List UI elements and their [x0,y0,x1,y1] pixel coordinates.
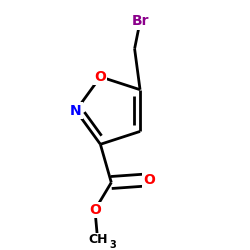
Text: O: O [89,203,101,217]
Text: N: N [70,104,82,118]
Text: Br: Br [131,14,149,28]
Text: 3: 3 [109,240,116,250]
Text: O: O [94,70,106,84]
Text: CH: CH [88,233,108,246]
Text: O: O [144,173,156,187]
